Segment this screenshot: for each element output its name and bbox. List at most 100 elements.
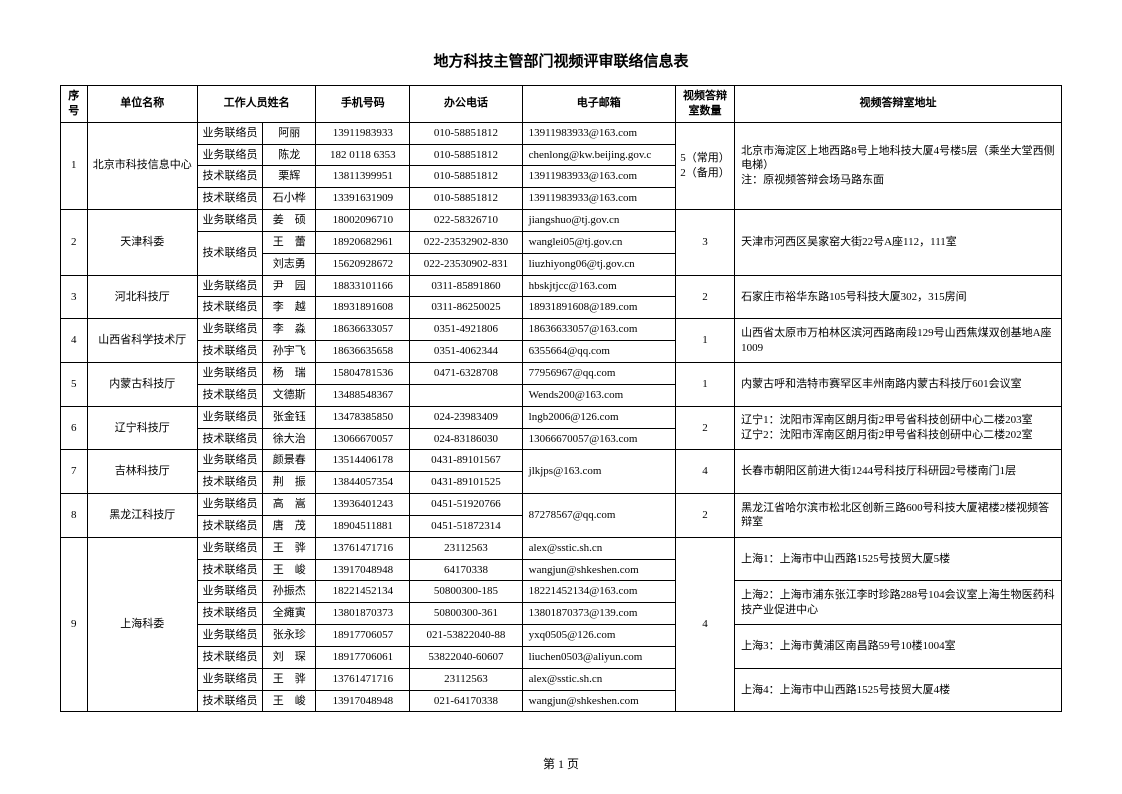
- email-cell: alex@sstic.sh.cn: [522, 537, 675, 559]
- tel-cell: 0311-86250025: [410, 297, 522, 319]
- addr-cell: 辽宁1：沈阳市浑南区朗月街2甲号省科技创研中心二楼203室辽宁2：沈阳市浑南区朗…: [735, 406, 1062, 450]
- email-cell: 13911983933@163.com: [522, 188, 675, 210]
- role-cell: 技术联络员: [197, 603, 262, 625]
- name-cell: 王 骅: [263, 537, 316, 559]
- unit-cell: 内蒙古科技厅: [87, 362, 197, 406]
- role-cell: 业务联络员: [197, 625, 262, 647]
- tel-cell: 010-58851812: [410, 166, 522, 188]
- name-cell: 徐大治: [263, 428, 316, 450]
- email-cell: yxq0505@126.com: [522, 625, 675, 647]
- th-unit: 单位名称: [87, 86, 197, 123]
- unit-cell: 辽宁科技厅: [87, 406, 197, 450]
- addr-cell: 长春市朝阳区前进大街1244号科技厅科研园2号楼南门1层: [735, 450, 1062, 494]
- mobile-cell: 13801870373: [316, 603, 410, 625]
- role-cell: 技术联络员: [197, 188, 262, 210]
- role-cell: 技术联络员: [197, 428, 262, 450]
- qty-cell: 2: [675, 406, 734, 450]
- email-cell: jiangshuo@tj.gov.cn: [522, 210, 675, 232]
- addr-cell: 黑龙江省哈尔滨市松北区创新三路600号科技大厦裙楼2楼视频答辩室: [735, 494, 1062, 538]
- role-cell: 技术联络员: [197, 166, 262, 188]
- email-cell: 13911983933@163.com: [522, 122, 675, 144]
- email-cell: Wends200@163.com: [522, 384, 675, 406]
- email-cell: 18221452134@163.com: [522, 581, 675, 603]
- role-cell: 技术联络员: [197, 515, 262, 537]
- table-row: 7吉林科技厅业务联络员颜景春135144061780431-89101567jl…: [61, 450, 1062, 472]
- name-cell: 张永珍: [263, 625, 316, 647]
- tel-cell: 021-53822040-88: [410, 625, 522, 647]
- name-cell: 孙宇飞: [263, 341, 316, 363]
- role-cell: 业务联络员: [197, 144, 262, 166]
- email-cell: hbskjtjcc@163.com: [522, 275, 675, 297]
- tel-cell: 0451-51872314: [410, 515, 522, 537]
- page-title: 地方科技主管部门视频评审联络信息表: [60, 50, 1062, 71]
- name-cell: 文德斯: [263, 384, 316, 406]
- addr-cell: 山西省太原市万柏林区滨河西路南段129号山西焦煤双创基地A座1009: [735, 319, 1062, 363]
- role-cell: 技术联络员: [197, 690, 262, 712]
- tel-cell: 022-23530902-831: [410, 253, 522, 275]
- name-cell: 杨 瑞: [263, 362, 316, 384]
- email-cell: 6355664@qq.com: [522, 341, 675, 363]
- qty-cell: 5（常用）2（备用）: [675, 122, 734, 209]
- addr-cell: 石家庄市裕华东路105号科技大厦302，315房间: [735, 275, 1062, 319]
- unit-cell: 黑龙江科技厅: [87, 494, 197, 538]
- unit-cell: 天津科委: [87, 210, 197, 276]
- name-cell: 阿丽: [263, 122, 316, 144]
- th-email: 电子邮箱: [522, 86, 675, 123]
- table-row: 3河北科技厅业务联络员尹 园188331011660311-85891860hb…: [61, 275, 1062, 297]
- mobile-cell: 18917706061: [316, 646, 410, 668]
- table-row: 2天津科委业务联络员姜 硕18002096710022-58326710jian…: [61, 210, 1062, 232]
- role-cell: 业务联络员: [197, 494, 262, 516]
- role-cell: 业务联络员: [197, 362, 262, 384]
- th-staff: 工作人员姓名: [197, 86, 315, 123]
- mobile-cell: 18221452134: [316, 581, 410, 603]
- name-cell: 石小桦: [263, 188, 316, 210]
- role-cell: 业务联络员: [197, 406, 262, 428]
- tel-cell: 0351-4921806: [410, 319, 522, 341]
- name-cell: 刘 琛: [263, 646, 316, 668]
- tel-cell: 23112563: [410, 668, 522, 690]
- name-cell: 高 嵩: [263, 494, 316, 516]
- email-cell: wangjun@shkeshen.com: [522, 559, 675, 581]
- seq-cell: 8: [61, 494, 88, 538]
- addr-cell: 北京市海淀区上地西路8号上地科技大厦4号楼5层（乘坐大堂西侧电梯）注：原视频答辩…: [735, 122, 1062, 209]
- table-row: 9上海科委业务联络员王 骅1376147171623112563alex@sst…: [61, 537, 1062, 559]
- unit-cell: 山西省科学技术厅: [87, 319, 197, 363]
- mobile-cell: 13936401243: [316, 494, 410, 516]
- addr-cell: 上海1：上海市中山西路1525号技贸大厦5楼: [735, 537, 1062, 581]
- role-cell: 技术联络员: [197, 341, 262, 363]
- mobile-cell: 13488548367: [316, 384, 410, 406]
- mobile-cell: 18002096710: [316, 210, 410, 232]
- email-cell: jlkjps@163.com: [522, 450, 675, 494]
- tel-cell: 0431-89101525: [410, 472, 522, 494]
- tel-cell: 010-58851812: [410, 188, 522, 210]
- addr-cell: 天津市河西区吴家窑大街22号A座112，111室: [735, 210, 1062, 276]
- table-row: 业务联络员孙振杰1822145213450800300-185182214521…: [61, 581, 1062, 603]
- tel-cell: 23112563: [410, 537, 522, 559]
- name-cell: 刘志勇: [263, 253, 316, 275]
- email-cell: wanglei05@tj.gov.cn: [522, 231, 675, 253]
- table-row: 业务联络员王 骅1376147171623112563alex@sstic.sh…: [61, 668, 1062, 690]
- role-cell: 技术联络员: [197, 472, 262, 494]
- role-cell: 业务联络员: [197, 319, 262, 341]
- email-cell: 77956967@qq.com: [522, 362, 675, 384]
- role-cell: 技术联络员: [197, 297, 262, 319]
- contact-table: 序号 单位名称 工作人员姓名 手机号码 办公电话 电子邮箱 视频答辩室数量 视频…: [60, 85, 1062, 712]
- role-cell: 业务联络员: [197, 122, 262, 144]
- tel-cell: 53822040-60607: [410, 646, 522, 668]
- email-cell: 18931891608@189.com: [522, 297, 675, 319]
- role-cell: 业务联络员: [197, 537, 262, 559]
- seq-cell: 2: [61, 210, 88, 276]
- table-row: 6辽宁科技厅业务联络员张金钰13478385850024-23983409lng…: [61, 406, 1062, 428]
- tel-cell: 024-23983409: [410, 406, 522, 428]
- email-cell: alex@sstic.sh.cn: [522, 668, 675, 690]
- mobile-cell: 18636633057: [316, 319, 410, 341]
- email-cell: liuzhiyong06@tj.gov.cn: [522, 253, 675, 275]
- tel-cell: [410, 384, 522, 406]
- unit-cell: 吉林科技厅: [87, 450, 197, 494]
- seq-cell: 5: [61, 362, 88, 406]
- email-cell: liuchen0503@aliyun.com: [522, 646, 675, 668]
- name-cell: 李 淼: [263, 319, 316, 341]
- mobile-cell: 13811399951: [316, 166, 410, 188]
- role-cell: 技术联络员: [197, 231, 262, 275]
- th-seq: 序号: [61, 86, 88, 123]
